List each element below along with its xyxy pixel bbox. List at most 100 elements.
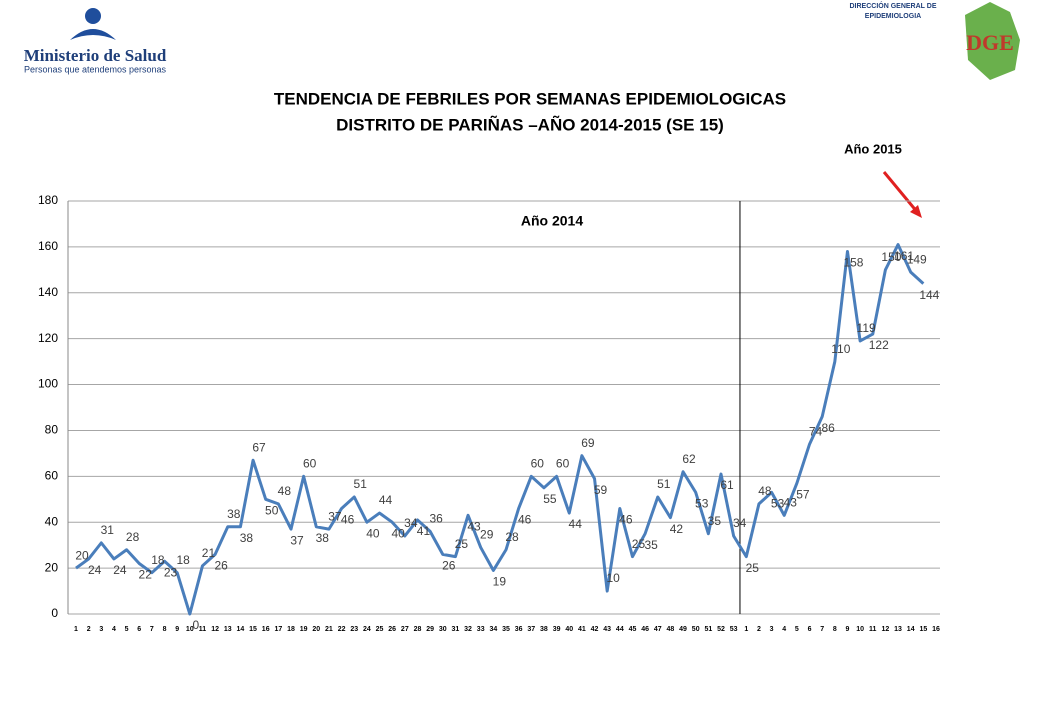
x-tick-label: 19 [300, 626, 308, 633]
data-label: 50 [265, 503, 279, 517]
logo-head [85, 8, 101, 24]
data-label: 28 [126, 530, 140, 544]
x-tick-label: 10 [186, 626, 194, 633]
data-label: 20 [75, 548, 89, 562]
x-tick-label: 37 [527, 626, 535, 633]
data-label: 25 [632, 537, 646, 551]
logo-body [70, 29, 116, 40]
x-tick-label: 10 [856, 626, 864, 633]
data-label: 37 [328, 509, 342, 523]
x-tick-label: 3 [770, 626, 774, 633]
data-label: 0 [192, 618, 199, 632]
y-tick-label: 140 [38, 285, 58, 299]
x-tick-label: 24 [363, 626, 371, 633]
y-tick-label: 180 [38, 193, 58, 207]
y-tick-label: 100 [38, 377, 58, 391]
data-label: 53 [695, 497, 709, 511]
y-tick-label: 160 [38, 239, 58, 253]
data-label: 29 [480, 528, 494, 542]
chart-title: TENDENCIA DE FEBRILES POR SEMANAS EPIDEM… [274, 89, 786, 108]
data-label: 40 [391, 526, 405, 540]
x-tick-label: 45 [629, 626, 637, 633]
x-tick-label: 35 [502, 626, 510, 633]
ministry: Ministerio de Salud [24, 46, 167, 65]
x-tick-label: 14 [907, 626, 915, 633]
x-tick-label: 7 [150, 626, 154, 633]
x-tick-label: 5 [795, 626, 799, 633]
data-label: 51 [354, 477, 368, 491]
x-tick-label: 15 [249, 626, 257, 633]
x-tick-label: 4 [782, 626, 786, 633]
x-tick-label: 12 [882, 626, 890, 633]
x-tick-label: 18 [287, 626, 295, 633]
data-label: 25 [746, 561, 760, 575]
data-label: 60 [531, 457, 545, 471]
x-tick-label: 11 [869, 626, 877, 633]
data-label: 48 [278, 484, 292, 498]
data-label: 62 [682, 452, 696, 466]
x-tick-label: 17 [274, 626, 282, 633]
x-tick-label: 47 [654, 626, 662, 633]
x-tick-label: 4 [112, 626, 116, 633]
data-label: 34 [733, 516, 747, 530]
data-label: 144 [919, 288, 939, 302]
data-label: 31 [101, 523, 115, 537]
annotation: Año 2015 [844, 141, 902, 156]
x-tick-label: 39 [553, 626, 561, 633]
x-tick-label: 42 [591, 626, 599, 633]
data-label: 38 [240, 531, 254, 545]
agency: EPIDEMIOLOGIA [865, 13, 921, 20]
data-label: 24 [88, 563, 102, 577]
x-tick-label: 9 [846, 626, 850, 633]
x-tick-label: 36 [515, 626, 523, 633]
data-label: 19 [493, 575, 507, 589]
y-tick-label: 20 [45, 560, 59, 574]
data-label: 60 [556, 457, 570, 471]
x-tick-label: 8 [163, 626, 167, 633]
data-label: 35 [708, 514, 722, 528]
data-label: 122 [869, 338, 889, 352]
x-tick-label: 49 [679, 626, 687, 633]
y-tick-label: 120 [38, 331, 58, 345]
agency: DIRECCIÓN GENERAL DE [850, 1, 937, 10]
chart-subtitle: DISTRITO DE PARIÑAS –AÑO 2014-2015 (SE 1… [336, 114, 724, 134]
x-tick-label: 16 [932, 626, 940, 633]
data-label: 22 [139, 568, 153, 582]
x-tick-label: 13 [894, 626, 902, 633]
x-tick-label: 40 [565, 626, 573, 633]
x-tick-label: 28 [414, 626, 422, 633]
data-label: 46 [518, 513, 532, 527]
data-label: 34 [404, 516, 418, 530]
data-label: 60 [303, 457, 317, 471]
data-label: 41 [417, 524, 431, 538]
data-label: 40 [366, 526, 380, 540]
x-tick-label: 21 [325, 626, 333, 633]
x-tick-label: 1 [74, 626, 78, 633]
x-tick-label: 46 [641, 626, 649, 633]
data-label: 51 [657, 477, 671, 491]
logo-letters: DGE [966, 30, 1014, 55]
x-tick-label: 16 [262, 626, 270, 633]
data-label: 46 [619, 513, 633, 527]
y-tick-label: 80 [45, 423, 59, 437]
data-label: 53 [771, 497, 785, 511]
data-label: 46 [341, 513, 355, 527]
arrow-head [910, 205, 922, 218]
data-label: 10 [606, 571, 620, 585]
x-tick-label: 7 [820, 626, 824, 633]
x-tick-label: 30 [439, 626, 447, 633]
y-tick-label: 60 [45, 469, 59, 483]
data-label: 38 [316, 531, 330, 545]
data-label: 44 [569, 517, 583, 531]
x-tick-label: 6 [808, 626, 812, 633]
logo-map [965, 2, 1020, 80]
data-label: 26 [442, 559, 456, 573]
motto: Personas que atendemos personas [24, 64, 167, 74]
x-tick-label: 23 [350, 626, 358, 633]
x-tick-label: 1 [744, 626, 748, 633]
x-tick-label: 2 [87, 626, 91, 633]
data-label: 43 [467, 520, 481, 534]
data-label: 28 [505, 530, 519, 544]
data-label: 161 [894, 249, 914, 263]
x-tick-label: 51 [704, 626, 712, 633]
